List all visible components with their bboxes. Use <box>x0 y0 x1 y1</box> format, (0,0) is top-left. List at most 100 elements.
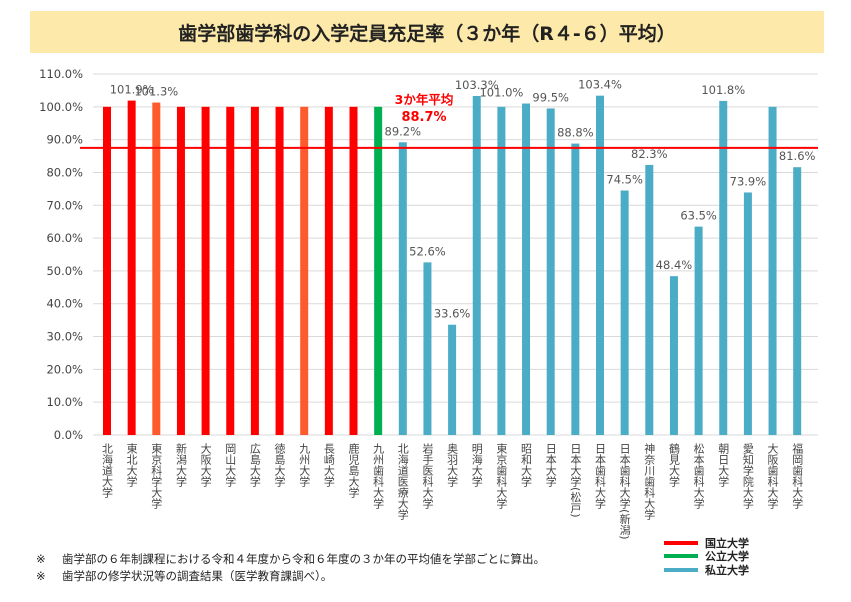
data-label: 89.2% <box>385 124 422 138</box>
bar <box>226 106 235 436</box>
legend-label: 公立大学 <box>705 550 749 564</box>
bar <box>103 106 111 436</box>
average-value-label: 88.7% <box>401 110 446 125</box>
bar <box>571 143 580 436</box>
data-label: 101.8% <box>701 83 745 97</box>
x-tick-label: 東京科学大学 <box>150 443 163 509</box>
bar <box>743 192 752 435</box>
x-tick-label: 大阪歯科大学 <box>766 442 779 509</box>
data-label: 101.3% <box>134 85 178 99</box>
x-tick-label: 日本大学 <box>544 443 557 487</box>
x-tick-label: 鹿児島大学 <box>347 442 360 498</box>
x-tick-label: 新潟大学 <box>174 442 187 487</box>
bar <box>324 106 333 436</box>
footnote: ※ 歯学部の６年制課程における令和４年度から令和６年度の３か年の平均値を学部ごと… <box>36 551 545 568</box>
y-tick-label: 90.0% <box>46 133 83 147</box>
x-tick-label: 日本大学(松戸) <box>569 443 582 518</box>
bar <box>497 106 506 436</box>
bar <box>522 103 531 435</box>
data-label: 99.5% <box>532 90 569 104</box>
bar <box>596 95 604 435</box>
bar <box>374 106 383 436</box>
bar <box>176 106 185 436</box>
bar <box>719 100 728 435</box>
bar <box>152 102 161 435</box>
average-label: 3か年平均 <box>395 92 454 107</box>
bar <box>645 164 654 435</box>
data-label: 74.5% <box>606 173 643 187</box>
legend-swatch <box>664 567 698 572</box>
data-label: 73.9% <box>730 174 767 188</box>
y-tick-label: 60.0% <box>46 231 83 245</box>
x-tick-label: 日本歯科大学(新潟) <box>618 443 631 540</box>
legend-item-private: 私立大学 <box>664 563 749 577</box>
y-tick-label: 70.0% <box>46 198 83 212</box>
bar <box>275 106 284 436</box>
footnotes: ※ 歯学部の６年制課程における令和４年度から令和６年度の３か年の平均値を学部ごと… <box>36 551 545 585</box>
bar <box>546 108 555 435</box>
bar <box>127 100 136 435</box>
legend-label: 私立大学 <box>705 563 749 577</box>
y-tick-label: 110.0% <box>39 67 83 81</box>
bar <box>250 106 259 436</box>
y-tick-label: 80.0% <box>46 165 83 179</box>
x-tick-label: 神奈川歯科大学 <box>643 442 656 520</box>
x-tick-label: 明海大学 <box>470 443 483 487</box>
data-label: 81.6% <box>779 149 816 163</box>
x-tick-label: 東京歯科大学 <box>495 443 508 509</box>
x-tick-label: 福岡歯科大学 <box>791 442 804 509</box>
y-tick-label: 30.0% <box>46 330 83 344</box>
footnote-text: 歯学部の６年制課程における令和４年度から令和６年度の３か年の平均値を学部ごとに算… <box>62 552 545 566</box>
x-tick-label: 岩手医科大学 <box>421 442 434 509</box>
chart-title-bar: 歯学部歯学科の入学定員充足率（３か年（R４-６）平均） <box>30 11 824 53</box>
data-label: 63.5% <box>680 209 717 223</box>
x-tick-label: 昭和大学 <box>520 443 533 487</box>
footnote-mark: ※ <box>36 552 46 566</box>
bar <box>694 226 703 435</box>
legend-label: 国立大学 <box>705 536 749 550</box>
data-label: 33.6% <box>434 307 471 321</box>
x-tick-label: 徳島大学 <box>273 443 286 487</box>
x-tick-label: 長崎大学 <box>322 443 335 487</box>
x-tick-label: 岡山大学 <box>224 443 237 487</box>
legend: 国立大学 公立大学 私立大学 <box>664 536 749 577</box>
x-tick-label: 奥羽大学 <box>446 442 459 487</box>
bar <box>349 106 358 436</box>
y-tick-label: 10.0% <box>46 395 83 409</box>
data-label: 103.4% <box>578 78 622 92</box>
legend-swatch <box>664 540 698 545</box>
bar <box>793 167 802 435</box>
legend-swatch <box>664 554 698 559</box>
x-tick-label: 広島大学 <box>248 443 261 487</box>
bar <box>423 262 432 435</box>
x-tick-label: 鶴見大学 <box>667 442 680 487</box>
bar <box>669 276 678 435</box>
bar <box>398 142 407 435</box>
footnote: ※ 歯学部の修学状況等の調査結果（医学教育課調べ）。 <box>36 568 545 585</box>
y-tick-label: 0.0% <box>54 428 83 442</box>
x-tick-label: 愛知学院大学 <box>741 443 754 509</box>
x-tick-label: 北海道大学 <box>101 443 114 498</box>
data-label: 82.3% <box>631 147 668 161</box>
legend-item-national: 国立大学 <box>664 536 749 550</box>
bar <box>472 95 481 435</box>
data-label: 48.4% <box>656 258 693 272</box>
data-label: 101.0% <box>479 86 523 100</box>
x-tick-label: 北海道医療大学 <box>396 443 409 520</box>
y-tick-label: 50.0% <box>46 264 83 278</box>
chart-title: 歯学部歯学科の入学定員充足率（３か年（R４-６）平均） <box>178 22 676 45</box>
y-tick-label: 20.0% <box>46 362 83 376</box>
x-tick-label: 朝日大学 <box>717 443 730 487</box>
legend-item-public: 公立大学 <box>664 550 749 564</box>
data-label: 101.9% <box>110 83 154 97</box>
footnote-text: 歯学部の修学状況等の調査結果（医学教育課調べ）。 <box>62 569 333 583</box>
bar <box>300 106 309 436</box>
y-tick-label: 100.0% <box>39 100 83 114</box>
data-label: 52.6% <box>409 244 446 258</box>
x-tick-label: 東北大学 <box>125 443 138 487</box>
data-label: 88.8% <box>557 126 594 140</box>
bar <box>620 190 629 435</box>
bar <box>768 106 777 436</box>
data-label: 103.3% <box>455 78 499 92</box>
